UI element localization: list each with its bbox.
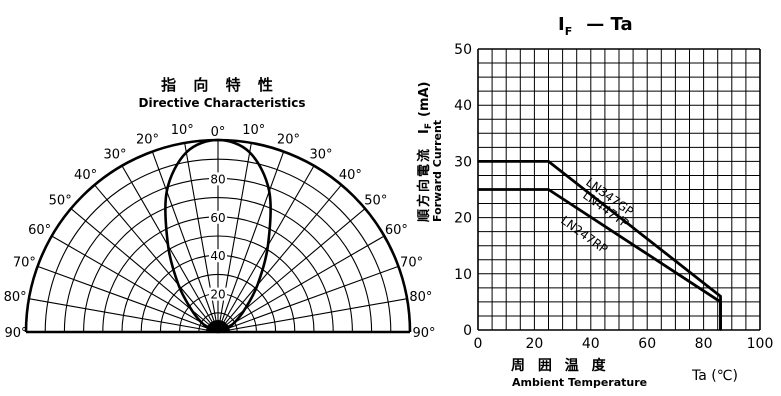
line-point (547, 188, 550, 191)
line-ticks: 0 20 40 60 80 100 0 10 20 30 40 50 (454, 42, 773, 352)
polar-spoke (217, 265, 399, 333)
y-tick-label: 20 (454, 211, 472, 227)
polar-angle-label: 40° (339, 168, 362, 183)
polar-point (248, 151, 251, 154)
polar-angle-label: 20° (277, 132, 300, 147)
y-tick-label: 0 (463, 323, 472, 339)
polar-spoke (217, 165, 315, 333)
y-tick-label: 10 (454, 267, 472, 283)
polar-spoke (217, 235, 385, 333)
polar-radial-label: 60 (210, 211, 225, 225)
polar-radial-label: 80 (210, 172, 225, 186)
line-title-sub: F (565, 25, 573, 38)
polar-labels: 0°10°20°30°40°50°60°70°80°90°10°20°30°40… (4, 123, 436, 341)
polar-angle-label: 0° (211, 125, 226, 140)
y-axis-label: 順方向電流 IF (mA) Forward Current (416, 82, 444, 223)
polar-point (233, 321, 236, 324)
polar-spoke (217, 151, 285, 333)
polar-point (185, 151, 188, 154)
y-axis-symbol: IF (mA) (417, 82, 434, 135)
x-tick-label: 0 (474, 336, 483, 352)
polar-angle-label: 60° (385, 223, 408, 238)
polar-point (243, 308, 246, 311)
polar-curve-group (164, 138, 272, 334)
polar-point (200, 321, 203, 324)
polar-angle-label: 30° (103, 148, 126, 163)
line-point (719, 301, 722, 303)
polar-spoke (28, 298, 219, 333)
polar-spoke (217, 298, 408, 333)
y-axis-label-en: Forward Current (431, 120, 444, 222)
line-title-i: IF — Ta (558, 14, 633, 38)
polar-grid (24, 138, 412, 334)
polar-angle-label: 40° (74, 168, 97, 183)
polar-chart: 指 向 特 性 Directive Characteristics 0° 10° 2… (4, 76, 436, 341)
polar-angle-label: 90° (412, 326, 435, 341)
polar-spoke (37, 265, 219, 333)
x-axis-unit: Ta (℃) (691, 368, 738, 384)
x-tick-label: 40 (582, 336, 600, 352)
x-tick-label: 80 (695, 336, 713, 352)
polar-angle-label: 10° (171, 123, 194, 138)
x-axis-label-cjk: 周 囲 温 度 (511, 357, 610, 374)
polar-angle-label: 70° (400, 256, 423, 271)
y-tick-label: 30 (454, 154, 472, 170)
y-axis-unit: (mA) (417, 82, 432, 118)
polar-radial-label-bg (209, 172, 227, 186)
line-point (547, 160, 550, 163)
y-axis-symbol-main: I (417, 129, 432, 134)
polar-point (167, 244, 169, 247)
polar-angle-label: 30° (309, 148, 332, 163)
polar-point (268, 190, 271, 193)
line-point (719, 295, 722, 298)
polar-spoke (217, 184, 342, 333)
polar-point (256, 284, 259, 286)
y-axis-label-cjk: 順方向電流 (416, 147, 432, 222)
x-tick-label: 100 (747, 336, 774, 352)
y-tick-label: 50 (454, 42, 472, 58)
polar-radial-label: 40 (210, 249, 225, 263)
polar-title-cjk: 指 向 特 性 (161, 76, 279, 94)
line-title-main: I (558, 14, 565, 35)
y-axis-symbol-sub: F (424, 123, 434, 129)
line-series-1 (478, 188, 722, 330)
polar-angle-label: 50° (49, 194, 72, 209)
line-point (719, 329, 722, 331)
polar-spoke (51, 235, 219, 333)
polar-point (165, 190, 168, 193)
polar-radial-label-bg (209, 249, 227, 263)
line-series-group (477, 160, 722, 331)
polar-point (267, 244, 269, 247)
y-tick-label: 40 (454, 98, 472, 114)
polar-angle-label: 20° (136, 132, 159, 147)
polar-radial-label-bg (209, 287, 227, 301)
polar-point (177, 284, 180, 286)
line-title-rest: — Ta (586, 14, 632, 35)
polar-radial-label: 20 (210, 288, 225, 302)
polar-angle-label: 60° (28, 223, 51, 238)
polar-angle-label: 70° (13, 256, 36, 271)
line-point (477, 188, 479, 191)
polar-angle-label: 90° (4, 326, 27, 341)
polar-angle-label: 80° (4, 290, 27, 305)
line-point (477, 160, 479, 163)
x-axis-label-en: Ambient Temperature (512, 376, 647, 389)
polar-hub (206, 320, 230, 332)
polar-spoke (121, 165, 219, 333)
polar-point (190, 308, 193, 311)
polar-point (217, 139, 219, 141)
annotation-ln247rp: LN247RP (558, 213, 610, 256)
x-tick-label: 20 (525, 336, 543, 352)
polar-angle-label: 80° (409, 290, 432, 305)
polar-radial-label-bg (209, 210, 227, 224)
polar-angle-label: 50° (364, 194, 387, 209)
polar-spoke (94, 184, 219, 333)
polar-title-en: Directive Characteristics (139, 96, 306, 110)
x-tick-label: 60 (638, 336, 656, 352)
polar-angle-label: 10° (242, 123, 265, 138)
polar-spoke (151, 151, 219, 333)
